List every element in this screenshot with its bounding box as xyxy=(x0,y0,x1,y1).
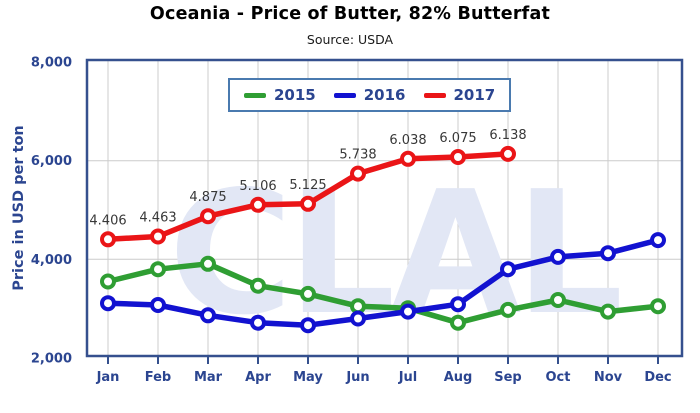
data-point-2017 xyxy=(450,149,466,165)
point-label: 6.038 xyxy=(389,133,426,148)
point-label: 4.875 xyxy=(189,190,226,205)
y-axis-title: Price in USD per ton xyxy=(0,60,38,356)
data-point-2015 xyxy=(150,261,166,278)
data-point-2017 xyxy=(100,231,116,248)
point-label: 5.106 xyxy=(239,179,276,194)
data-point-2016 xyxy=(650,232,666,249)
x-tick-label: Aug xyxy=(444,370,473,385)
data-point-2015 xyxy=(650,298,666,315)
data-point-2016 xyxy=(250,314,266,331)
x-tick-label: Nov xyxy=(594,370,623,385)
data-point-2015 xyxy=(100,273,116,290)
data-point-2015 xyxy=(300,285,316,302)
data-point-2016 xyxy=(350,310,366,327)
data-point-2015 xyxy=(500,301,516,318)
data-point-2016 xyxy=(500,261,516,278)
data-point-2017 xyxy=(250,196,266,213)
y-tick-label: 6,000 xyxy=(31,154,72,169)
legend-label-2017: 2017 xyxy=(453,86,496,104)
data-point-2017 xyxy=(400,150,416,167)
x-tick-label: Oct xyxy=(546,370,571,385)
x-tick-label: Jul xyxy=(398,370,418,385)
point-label: 5.738 xyxy=(339,148,376,163)
data-point-2017 xyxy=(350,165,366,182)
x-tick-label: Sep xyxy=(494,370,522,385)
point-label: 6.075 xyxy=(439,131,476,146)
chart-subtitle: Source: USDA xyxy=(306,32,394,47)
series-line-2015 xyxy=(105,261,661,326)
legend-item-2015: 2015 xyxy=(244,86,316,104)
legend-item-2017: 2017 xyxy=(423,86,496,104)
data-point-2015 xyxy=(600,303,616,320)
plot-area: CLAL 4.406 4.463 4.875 5.106 5.125 5.738 6.038 6… xyxy=(31,56,684,385)
data-point-2016 xyxy=(200,307,216,324)
y-tick-label: 4,000 xyxy=(31,253,72,268)
data-point-2016 xyxy=(550,248,566,265)
plot-border xyxy=(85,58,684,358)
point-label: 6.138 xyxy=(489,128,526,143)
data-point-2017 xyxy=(150,228,166,245)
x-tick-label: Jun xyxy=(345,370,369,385)
chart-title: Oceania - Price of Butter, 82% Butterfat xyxy=(149,4,551,24)
legend-swatch-2015 xyxy=(244,92,266,98)
data-point-2016 xyxy=(300,317,316,334)
legend: 2015 2016 2017 xyxy=(228,78,512,112)
data-point-2016 xyxy=(450,296,466,313)
legend-item-2016: 2016 xyxy=(333,86,406,104)
x-tick-label: Dec xyxy=(644,370,671,385)
data-point-2015 xyxy=(250,277,266,294)
data-point-2017 xyxy=(500,145,516,162)
x-tick-label: Feb xyxy=(145,370,171,385)
y-tick-label: 2,000 xyxy=(31,352,72,367)
legend-label-2016: 2016 xyxy=(363,86,406,104)
data-point-2017 xyxy=(300,195,316,212)
data-point-2017 xyxy=(200,208,216,225)
data-point-2016 xyxy=(600,245,616,262)
data-point-2016 xyxy=(150,297,166,313)
data-point-2015 xyxy=(450,314,466,331)
point-label: 4.406 xyxy=(89,213,126,228)
y-tick-label: 8,000 xyxy=(31,56,72,71)
legend-swatch-2017 xyxy=(423,92,446,98)
data-point-2016 xyxy=(400,303,416,320)
point-label: 5.125 xyxy=(289,178,326,193)
legend-label-2015: 2015 xyxy=(274,86,316,104)
series-line-2016 xyxy=(105,237,661,328)
data-point-2015 xyxy=(350,298,366,315)
x-tick-label: Jan xyxy=(96,370,120,385)
point-label: 4.463 xyxy=(139,211,176,226)
x-tick-label: May xyxy=(293,370,323,385)
data-point-2015 xyxy=(550,292,566,308)
x-tick-label: Mar xyxy=(194,370,223,385)
y-axis-title-text: Price in USD per ton xyxy=(11,125,27,291)
data-point-2016 xyxy=(100,295,116,312)
x-tick-label: Apr xyxy=(245,370,271,385)
legend-swatch-2016 xyxy=(333,92,356,98)
data-point-2015 xyxy=(200,255,216,272)
